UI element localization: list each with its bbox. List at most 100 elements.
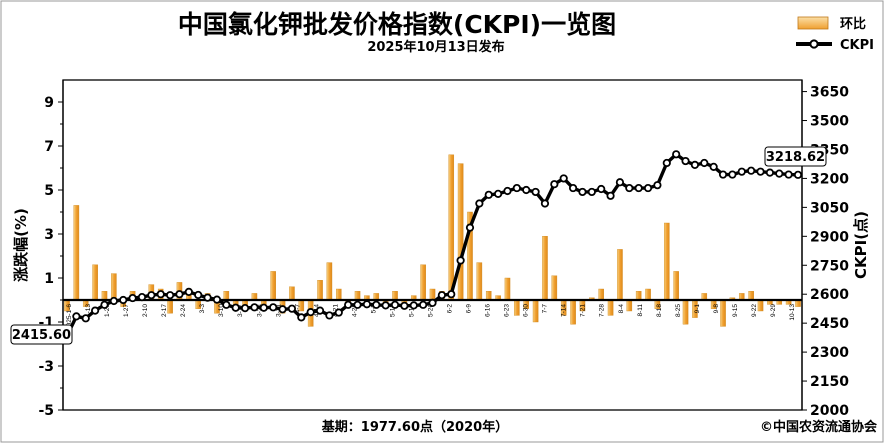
right-axis-label: CKPI(点) [852,211,870,279]
bar-mark [542,235,548,301]
x-axis-tick-label: 5-5 [370,304,377,314]
bar-mark [336,288,342,301]
bar-mark [223,291,230,301]
annotation-latest-value: 3218.62 [766,150,825,165]
ckpi-point [156,290,165,299]
bar-mark [354,291,361,301]
ckpi-point [700,158,709,168]
ckpi-point [690,160,700,170]
ckpi-point [728,170,737,179]
ckpi-point [747,166,756,175]
ckpi-point [718,170,728,179]
bar-mark [289,286,295,301]
left-axis-tick-label: 1 [44,271,54,287]
x-axis-tick-label: 2-24 [180,304,187,317]
x-axis-tick-label: 4-28 [351,304,358,317]
bar-mark [617,249,623,301]
bar-mark [570,299,576,325]
ckpi-point [672,150,681,159]
left-axis-tick-label: 7 [44,139,54,155]
x-axis-tick-label: 2025-1-6 [66,304,73,330]
x-axis-tick-label: 2-17 [161,304,168,317]
ckpi-point [212,295,222,304]
ckpi-point [194,290,203,300]
x-axis-tick-label: 7-21 [580,304,587,317]
right-axis-tick-label: 2150 [810,374,849,390]
x-axis-tick-label: 3-10 [218,304,225,317]
ckpi-point [297,313,306,322]
x-axis-tick-label: 9-1 [694,304,701,314]
legend-label-bar: 环比 [840,16,866,32]
ckpi-point [484,190,493,199]
ckpi-point [615,178,625,187]
x-axis-tick-label: 8-18 [656,304,663,317]
bar-mark [392,291,398,301]
right-axis-tick-label: 2900 [810,229,849,245]
bar-mark [92,264,98,301]
x-axis-tick-label: 7-7 [542,304,549,314]
ckpi-point [597,184,606,194]
ckpi-point [137,293,147,302]
left-axis-tick-label: -5 [38,403,54,419]
ckpi-point [625,183,634,193]
ckpi-point [119,295,128,305]
ckpi-point [550,180,559,189]
x-axis-tick-label: 5-26 [428,304,435,317]
ckpi-point [475,199,484,208]
ckpi-point [184,287,193,296]
ckpi-point [681,156,690,166]
chart-title: 中国氯化钾批发价格指数(CKPI)一览图 [178,10,616,39]
ckpi-point [559,174,568,183]
bar-mark [532,299,539,323]
ckpi-point [222,300,231,309]
bar-mark [326,262,333,301]
bar-mark [167,299,173,314]
ckpi-point [419,300,428,309]
ckpi-point [784,170,793,179]
x-axis-tick-label: 4-7 [294,304,301,314]
x-axis-tick-label: 6-30 [523,304,530,317]
right-axis-tick-label: 3050 [810,200,849,216]
ckpi-point [372,300,381,309]
right-axis: 3650350033503200305029002750260024502300… [801,80,849,419]
bar-mark [664,222,670,301]
bar-mark [101,291,108,301]
ckpi-point [381,301,390,310]
bar-mark [598,288,604,301]
ckpi-point [643,183,653,193]
ckpi-point [465,223,475,232]
ckpi-point [578,187,587,197]
legend-swatch-bar [797,16,829,30]
ckpi-point [231,303,240,312]
left-axis-tick-label: -3 [38,359,54,375]
right-axis-tick-label: 2750 [810,258,849,274]
bar-mark [673,271,679,301]
ckpi-point [568,183,578,193]
ckpi-point [109,296,118,306]
ckpi-point [100,300,109,309]
annotation-latest: 3218.62 [764,146,827,167]
left-axis-tick-label: 3 [44,227,54,243]
right-axis-tick-label: 2300 [810,345,849,361]
right-axis-tick-label: 3200 [810,171,849,187]
ckpi-point [540,199,550,208]
ckpi-point [775,169,784,178]
bar-mark [317,280,323,301]
bar-mark [111,273,117,301]
ckpi-point [175,290,184,299]
bar-mark [476,262,483,301]
x-axis-tick-label: 5-19 [408,304,415,317]
bar-mark [551,275,558,301]
ckpi-point [203,293,212,302]
x-axis-tick-label: 6-23 [504,304,511,317]
ckpi-point [147,291,156,300]
bar-mark [485,291,492,301]
x-axis-tick-label: 1-27 [123,304,130,317]
ckpi-point [240,304,250,313]
x-axis-tick-label: 1-20 [104,304,111,317]
left-axis-tick-label: 9 [44,95,54,111]
bar-mark [420,264,426,301]
